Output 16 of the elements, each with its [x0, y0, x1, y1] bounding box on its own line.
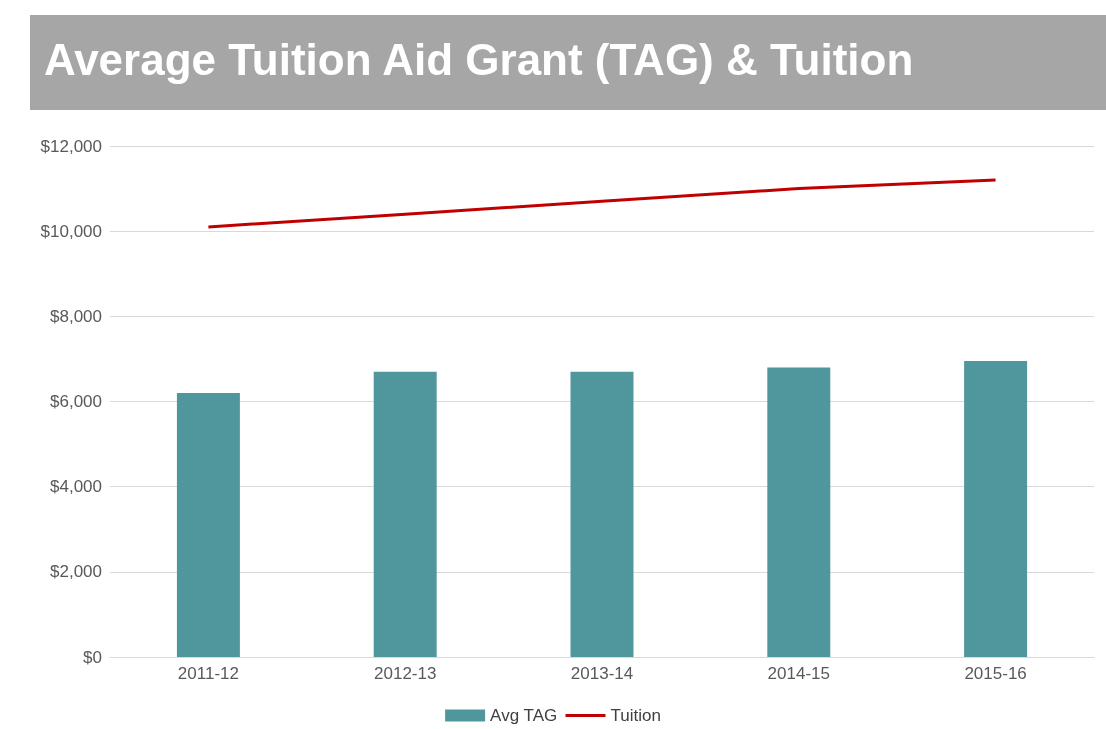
line-series [206, 178, 998, 229]
y-tick-label: $0 [83, 647, 102, 667]
x-tick-label: 2012-13 [374, 664, 437, 683]
y-tick-label: $12,000 [40, 136, 102, 156]
x-tick-label: 2013-14 [570, 664, 634, 683]
x-tick-label: 2014-15 [767, 664, 830, 683]
y-tick-label: $6,000 [50, 392, 102, 411]
chart-title: Average Tuition Aid Grant (TAG) & Tuition [30, 15, 1106, 110]
y-tick-label: $4,000 [50, 477, 102, 497]
x-tick-label: 2015-16 [964, 664, 1027, 683]
y-tick-label: $2,000 [50, 562, 102, 582]
y-tick-label: $10,000 [40, 221, 102, 241]
x-tick-label: 2011-12 [177, 664, 239, 683]
legend-label: Tuition [610, 706, 661, 725]
legend-label: Avg TAG [490, 706, 558, 725]
y-tick-label: $8,000 [50, 306, 102, 326]
